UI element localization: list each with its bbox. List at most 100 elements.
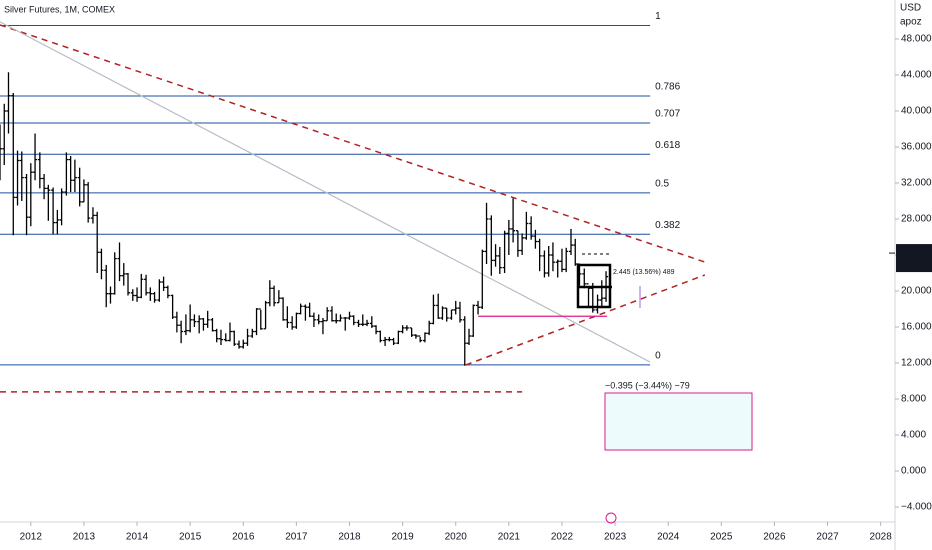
ohlc-bar: [51, 187, 56, 235]
ohlc-bar: [343, 317, 348, 331]
ohlc-bar: [285, 306, 290, 328]
y-tick-label: 40.000: [901, 106, 932, 117]
fib-level-label: 0.382: [655, 220, 680, 231]
currency: USD: [900, 3, 921, 14]
x-tick-label: 2019: [391, 532, 414, 543]
y-tick-label: 44.000: [901, 70, 932, 81]
ohlc-bar: [59, 188, 64, 226]
ohlc-bar: [90, 207, 95, 224]
ohlc-bar: [290, 316, 295, 330]
ohlc-bar: [511, 198, 516, 243]
ohlc-bar: [453, 300, 458, 315]
measure-label: 2.445 (13.56%) 489: [613, 269, 675, 276]
ohlc-bar: [568, 228, 573, 256]
last-price-label: 24.215: [900, 248, 931, 259]
ohlc-bar: [524, 211, 529, 240]
ohlc-bar: [42, 173, 47, 200]
ohlc-bar: [112, 252, 117, 295]
y-tick-label: 16.000: [901, 322, 932, 333]
ohlc-bar: [139, 273, 144, 299]
ohlc-bar: [369, 316, 374, 328]
ohlc-bar: [599, 280, 604, 309]
ohlc-bar: [476, 300, 481, 315]
trendline: [0, 24, 706, 263]
trendline: [465, 274, 706, 366]
ohlc-bar: [205, 310, 210, 328]
drawing-tools: [576, 253, 753, 524]
ohlc-bar: [165, 285, 170, 299]
ohlc-bar: [404, 325, 409, 331]
ohlc-bar: [586, 283, 591, 308]
x-tick-label: 2018: [338, 532, 361, 543]
x-tick-label: 2024: [657, 532, 680, 543]
ohlc-bar: [431, 294, 436, 325]
y-tick-label: 28.000: [901, 214, 932, 225]
ohlc-bar: [311, 312, 316, 328]
range-box: [604, 392, 753, 451]
ohlc-bar: [351, 315, 356, 326]
y-tick-label: 20.000: [901, 286, 932, 297]
ohlc-bar: [272, 285, 277, 307]
ohlc-bar: [462, 316, 467, 366]
ohlc-bar: [95, 211, 100, 274]
ohlc-bar: [444, 307, 449, 322]
ohlc-bar: [365, 319, 370, 327]
ohlc-bar: [320, 318, 325, 335]
ohlc-bar: [223, 333, 228, 342]
x-tick-label: 2022: [551, 532, 574, 543]
ohlc-bar: [126, 273, 131, 296]
ohlc-bar: [294, 312, 299, 329]
unit: apoz: [900, 17, 922, 28]
ohlc-bar: [440, 306, 445, 320]
ohlc-bar: [152, 291, 157, 303]
ohlc-bar: [298, 303, 303, 315]
ohlc-bar: [387, 336, 392, 342]
y-tick-label: 4.000: [901, 430, 926, 441]
fib-level-label: 0.786: [655, 82, 680, 93]
ohlc-bar: [316, 314, 321, 325]
ohlc-bar: [81, 179, 86, 203]
ohlc-bar: [64, 152, 69, 196]
ohlc-bar: [11, 92, 16, 236]
ohlc-bar: [86, 182, 91, 223]
x-tick-label: 2015: [179, 532, 202, 543]
last-price-box: [896, 244, 932, 273]
y-tick-label: 0.000: [901, 466, 926, 477]
ohlc-bar: [307, 302, 312, 318]
ohlc-bar: [396, 330, 401, 345]
ohlc-bar: [502, 230, 507, 274]
ohlc-bar: [555, 259, 560, 278]
ohlc-bar: [24, 173, 29, 236]
ohlc-bar: [144, 274, 149, 296]
ohlc-bar: [214, 328, 219, 343]
ohlc-bar: [263, 300, 268, 330]
ohlc-bar: [529, 216, 534, 240]
fib-level-label: 1: [655, 11, 661, 22]
ohlc-bar: [258, 308, 263, 330]
ohlc-bar: [46, 184, 51, 221]
event-icon[interactable]: [605, 512, 617, 524]
ohlc-bar: [449, 309, 454, 320]
fib-level-label: 0.618: [655, 140, 680, 151]
ohlc-bar: [183, 314, 188, 336]
ohlc-bar: [174, 311, 179, 333]
ohlc-bar: [241, 339, 246, 349]
x-tick-label: 2017: [285, 532, 308, 543]
y-tick-label: −4.000: [901, 502, 932, 513]
ohlc-bar: [418, 335, 423, 343]
ohlc-bar: [28, 163, 33, 227]
x-tick-label: 2016: [232, 532, 255, 543]
ohlc-bar: [72, 159, 77, 192]
ohlc-bar: [267, 280, 272, 307]
x-tick-label: 2028: [870, 532, 893, 543]
ohlc-bar: [157, 279, 162, 302]
ohlc-bar: [383, 336, 388, 346]
ohlc-bar: [135, 287, 140, 302]
ohlc-bar: [325, 307, 330, 322]
ohlc-bar: [245, 328, 250, 346]
ohlc-bar: [117, 242, 122, 282]
ohlc-bar: [391, 337, 396, 346]
ohlc-bar: [356, 319, 361, 328]
